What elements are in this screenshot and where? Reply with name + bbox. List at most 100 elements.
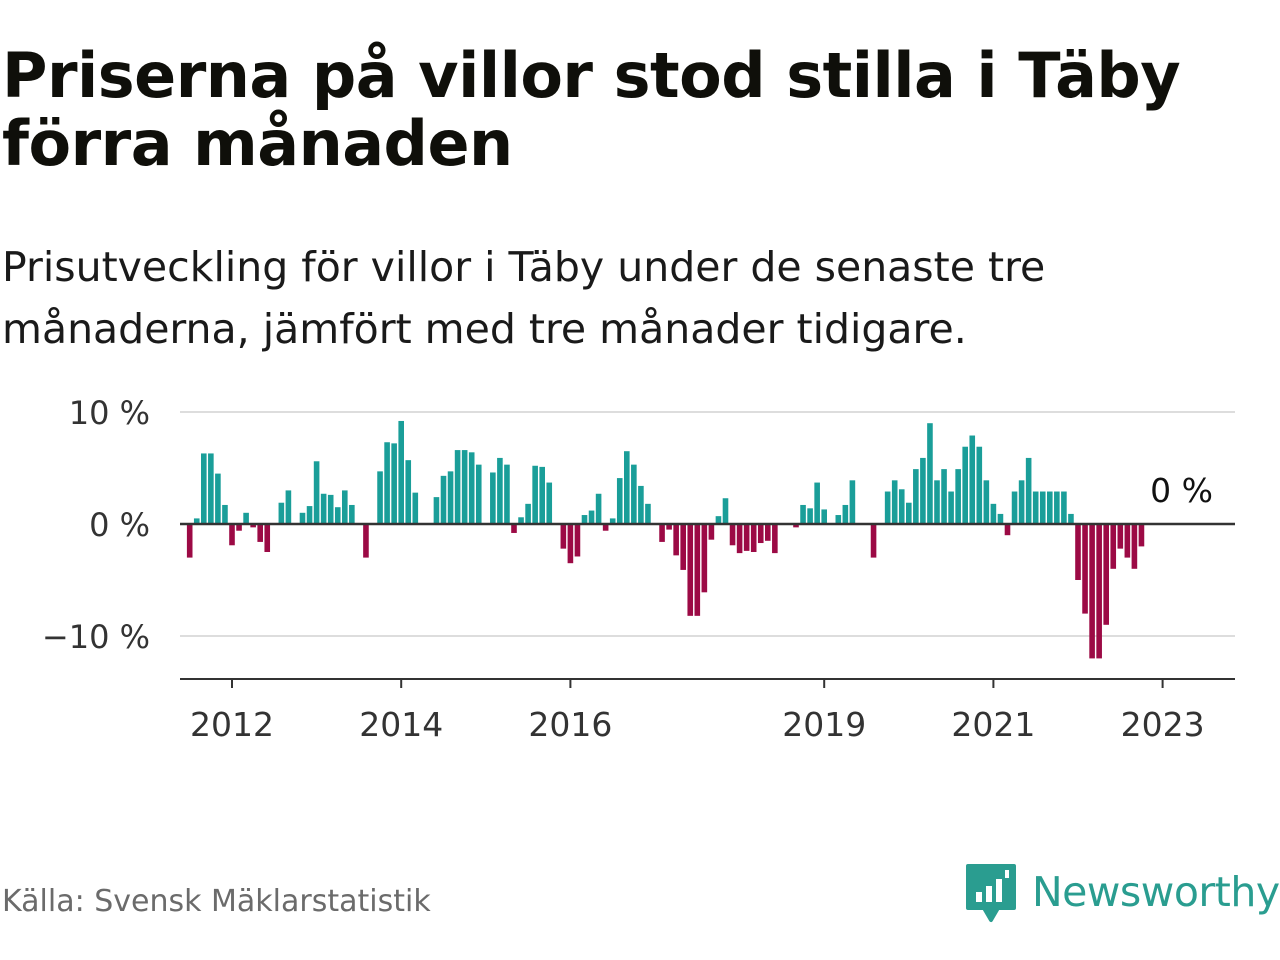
bar <box>215 473 221 524</box>
bar <box>631 464 637 524</box>
bar <box>934 480 940 524</box>
y-tick-label: 0 % <box>89 506 150 544</box>
bar <box>870 524 877 558</box>
bar <box>468 452 475 524</box>
bar <box>765 524 771 541</box>
chart-title: Priserna på villor stod stilla i Täby fö… <box>2 39 1181 180</box>
bar <box>1025 457 1032 524</box>
bar <box>560 524 567 549</box>
x-tick-label: 2023 <box>1121 705 1205 744</box>
bar <box>800 504 806 524</box>
bar <box>327 494 334 524</box>
x-tick-label: 2021 <box>951 705 1035 744</box>
bar <box>722 498 729 524</box>
bar <box>990 503 997 524</box>
bar <box>736 524 743 554</box>
brand-logo: Newsworthy <box>964 862 1280 928</box>
bar <box>532 465 538 524</box>
y-tick-label: 10 % <box>69 394 150 432</box>
bar <box>659 524 665 542</box>
bar <box>1047 491 1053 524</box>
bar <box>1103 524 1109 625</box>
bar <box>1061 491 1067 524</box>
bar <box>363 524 369 558</box>
bar <box>588 510 595 524</box>
bar <box>398 420 404 524</box>
bar <box>616 478 623 524</box>
x-tick-label: 2019 <box>782 705 866 744</box>
bar <box>384 442 390 524</box>
bar <box>666 524 672 530</box>
chart-subtitle: Prisutveckling för villor i Täby under d… <box>2 243 1046 353</box>
bar <box>377 471 383 524</box>
bar <box>962 446 968 524</box>
bar <box>490 472 496 524</box>
bar <box>976 446 983 524</box>
bar <box>602 524 609 531</box>
bar <box>342 490 348 524</box>
bar <box>941 469 947 524</box>
bar <box>955 469 961 524</box>
bar <box>208 453 214 524</box>
bar <box>1039 491 1046 524</box>
bar <box>405 460 412 524</box>
bar <box>1004 524 1011 536</box>
bar <box>687 524 694 616</box>
bar <box>884 491 891 524</box>
last-value-label: 0 % <box>1150 471 1213 510</box>
bar <box>757 524 764 544</box>
bar <box>581 515 588 524</box>
bar <box>701 524 708 593</box>
bar <box>913 469 919 524</box>
bar <box>461 450 468 524</box>
bar <box>1011 491 1018 524</box>
bar <box>299 512 306 524</box>
bar <box>193 518 200 524</box>
bar <box>715 516 722 524</box>
bar <box>1089 524 1095 659</box>
bar <box>285 490 292 524</box>
bar <box>849 480 856 524</box>
bar <box>793 524 799 528</box>
bar <box>391 443 397 524</box>
bar <box>1054 491 1060 524</box>
bar <box>891 480 898 524</box>
bar <box>898 489 905 524</box>
bar <box>743 524 750 551</box>
bar <box>539 466 545 524</box>
bar <box>440 475 447 524</box>
bar <box>1082 524 1088 614</box>
bar <box>447 471 454 524</box>
bar <box>250 524 256 528</box>
x-axis-labels: 2012 2014 2016 2019 2021 2023 <box>190 705 1205 744</box>
bar <box>1138 524 1145 547</box>
bar <box>306 506 313 524</box>
brand-name: Newsworthy <box>1032 868 1280 916</box>
bar <box>595 493 602 524</box>
bar <box>229 524 235 546</box>
bar <box>983 480 990 524</box>
x-tick-label: 2016 <box>528 705 612 744</box>
bar <box>694 524 701 616</box>
bar <box>236 524 242 531</box>
bar <box>906 502 912 524</box>
bar <box>511 524 517 533</box>
bar <box>969 435 976 524</box>
bar <box>997 513 1004 524</box>
axes <box>180 522 1235 688</box>
bar <box>729 524 736 546</box>
x-tick-label: 2012 <box>190 705 274 744</box>
bar <box>320 493 327 524</box>
bar <box>807 508 813 524</box>
bar <box>1018 480 1025 524</box>
bar <box>497 457 503 524</box>
bar-chart: 10 % 0 % −10 % 2012 2014 2016 2019 2021 2023 0 … <box>42 394 1235 744</box>
bar <box>821 509 827 524</box>
bar <box>186 524 193 558</box>
y-tick-label: −10 % <box>42 618 150 656</box>
bar <box>842 504 849 524</box>
bar <box>835 515 842 524</box>
bars <box>186 420 1145 659</box>
bar <box>1131 524 1138 569</box>
grid-lines <box>180 411 1235 637</box>
